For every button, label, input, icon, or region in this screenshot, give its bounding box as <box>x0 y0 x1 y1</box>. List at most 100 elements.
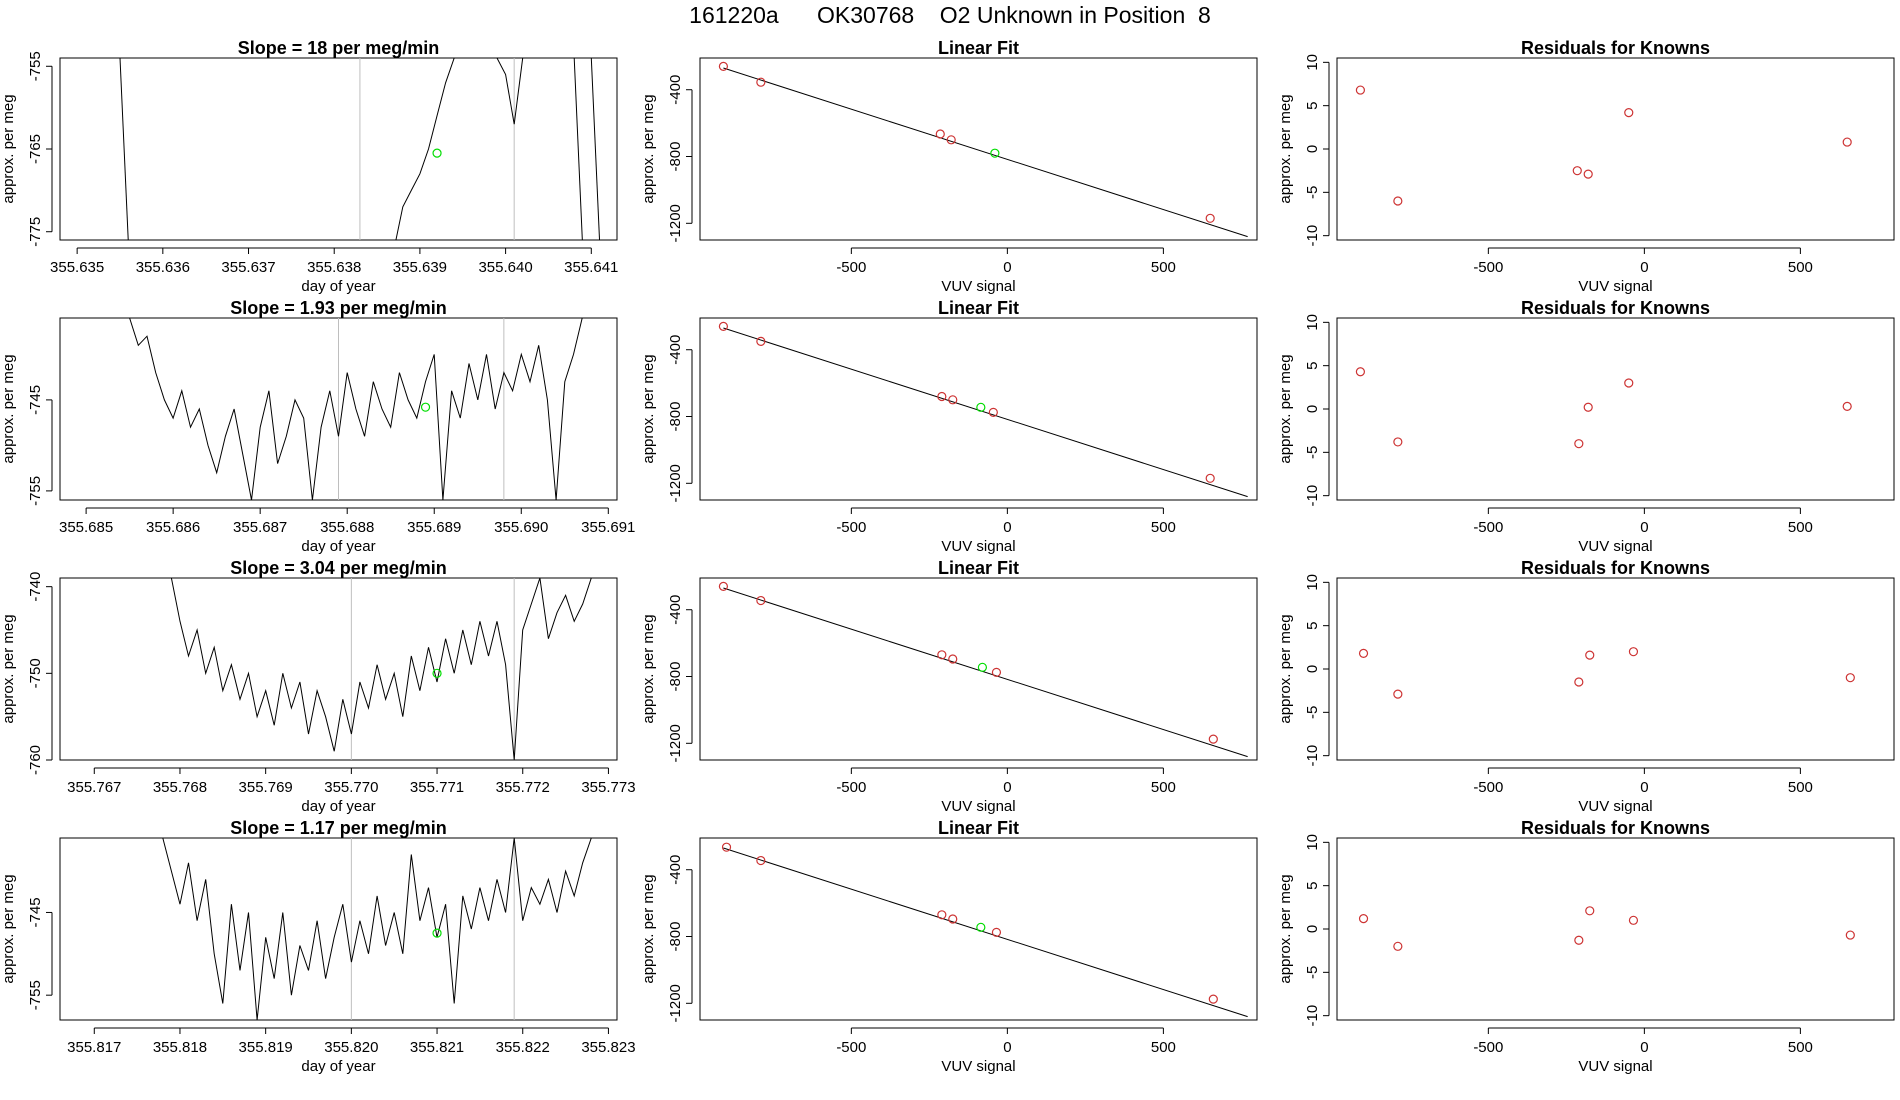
unknown-point <box>432 668 442 678</box>
known-point <box>937 910 947 920</box>
x-tick-label: -500 <box>1473 259 1503 276</box>
x-tick-label: 500 <box>1151 519 1176 536</box>
plot-data <box>721 842 1248 1018</box>
y-tick-label: -750 <box>27 658 44 688</box>
panel-1-3: Residuals for Knowns -500 0 500 VUV signal 10… <box>1277 38 1895 295</box>
known-point <box>1583 402 1593 412</box>
plot-data <box>718 581 1248 758</box>
plot-data <box>1355 367 1852 449</box>
data-series-line <box>129 318 583 500</box>
y-tick-label: -1200 <box>667 464 684 502</box>
plot-data <box>119 58 601 240</box>
fit-line <box>723 67 1248 238</box>
panel-4-2: Linear Fit -500 0 500 VUV signal -400 -800 -120… <box>640 818 1258 1075</box>
x-tick-label: -500 <box>836 519 866 536</box>
x-tick-label: 355.687 <box>233 519 287 536</box>
x-tick-label: 355.768 <box>153 779 207 796</box>
known-point <box>1393 941 1403 951</box>
panel-title: Linear Fit <box>938 818 1019 838</box>
y-tick-label: -400 <box>667 595 684 625</box>
y-tick-label: -765 <box>27 134 44 164</box>
panel-1-2: Linear Fit -500 0 500 VUV signal -400 -800 -120… <box>640 38 1258 295</box>
x-tick-label: -500 <box>1473 519 1503 536</box>
y-tick-label: -800 <box>667 921 684 951</box>
y-axis-label: approx. per meg <box>640 874 657 983</box>
x-axis-label: day of year <box>301 278 375 295</box>
data-series-line <box>573 58 583 240</box>
known-point <box>1208 734 1218 744</box>
y-tick-label: -5 <box>1304 966 1321 979</box>
panel-title: Slope = 3.04 per meg/min <box>230 558 447 578</box>
x-tick-label: 500 <box>1788 519 1813 536</box>
known-point <box>988 407 998 417</box>
y-tick-label: 10 <box>1304 834 1321 851</box>
y-axis-label: approx. per meg <box>0 874 17 983</box>
known-point <box>1585 650 1595 660</box>
x-axis-label: VUV signal <box>941 278 1015 295</box>
panel-3-3: Residuals for Knowns -500 0 500 VUV signal 10… <box>1277 558 1895 815</box>
known-point <box>948 395 958 405</box>
plot-frame <box>1336 837 1895 1021</box>
known-point <box>1205 213 1215 223</box>
y-tick-label: -745 <box>27 897 44 927</box>
known-point <box>756 336 766 346</box>
y-axis-label: approx. per meg <box>1277 94 1294 203</box>
x-tick-label: -500 <box>836 779 866 796</box>
x-tick-label: 0 <box>1640 259 1648 276</box>
y-tick-label: -800 <box>667 401 684 431</box>
known-point <box>1624 107 1634 118</box>
figure-title: 161220a OK30768 O2 Unknown in Position 8 <box>689 2 1211 28</box>
data-series-line <box>170 578 592 760</box>
known-point <box>1355 367 1366 377</box>
x-tick-label: 500 <box>1788 779 1813 796</box>
y-axis-label: approx. per meg <box>0 614 17 723</box>
x-tick-label: 0 <box>1003 519 1011 536</box>
unknown-point <box>432 928 442 938</box>
fit-line <box>723 847 1248 1018</box>
known-point <box>1842 401 1852 411</box>
y-tick-label: 0 <box>1304 925 1321 933</box>
y-tick-label: 10 <box>1304 574 1321 591</box>
known-point <box>718 61 729 71</box>
x-axis-label: day of year <box>301 1058 375 1075</box>
plot-data <box>718 61 1248 238</box>
known-point <box>1393 689 1403 699</box>
x-tick-label: -500 <box>836 259 866 276</box>
x-axis-label: VUV signal <box>1578 278 1652 295</box>
y-tick-label: -800 <box>667 661 684 691</box>
known-point <box>1572 166 1582 176</box>
y-tick-label: -10 <box>1304 225 1321 247</box>
y-axis-label: approx. per meg <box>1277 874 1294 983</box>
known-point <box>756 595 766 606</box>
panel-2-3: Residuals for Knowns -500 0 500 VUV signal 10… <box>1277 298 1895 555</box>
x-tick-label: -500 <box>836 1039 866 1056</box>
y-tick-label: -5 <box>1304 186 1321 199</box>
x-axis-label: day of year <box>301 538 375 555</box>
panel-title: Linear Fit <box>938 298 1019 318</box>
y-tick-label: -1200 <box>667 724 684 762</box>
plot-frame <box>1336 317 1895 501</box>
y-tick-label: -1200 <box>667 984 684 1022</box>
x-axis-label: VUV signal <box>941 1058 1015 1075</box>
unknown-point <box>432 148 442 158</box>
x-tick-label: 355.823 <box>581 1039 635 1056</box>
known-point <box>1205 473 1215 483</box>
fit-line <box>723 327 1248 498</box>
known-point <box>1583 169 1593 179</box>
x-tick-label: 500 <box>1788 1039 1813 1056</box>
known-point <box>948 914 958 924</box>
x-tick-label: 0 <box>1003 259 1011 276</box>
known-point <box>991 927 1002 937</box>
panel-3-2: Linear Fit -500 0 500 VUV signal -400 -800 -120… <box>640 558 1258 815</box>
plot-frame <box>699 317 1258 501</box>
x-axis-label: VUV signal <box>941 538 1015 555</box>
plot-frame <box>1336 577 1895 761</box>
plot-frame <box>59 57 618 241</box>
plot-frame <box>699 57 1258 241</box>
x-tick-label: 0 <box>1640 779 1648 796</box>
y-tick-label: -775 <box>27 217 44 247</box>
plot-frame <box>699 577 1258 761</box>
y-tick-label: -5 <box>1304 706 1321 719</box>
known-point <box>946 135 956 145</box>
plot-data <box>1358 647 1855 699</box>
